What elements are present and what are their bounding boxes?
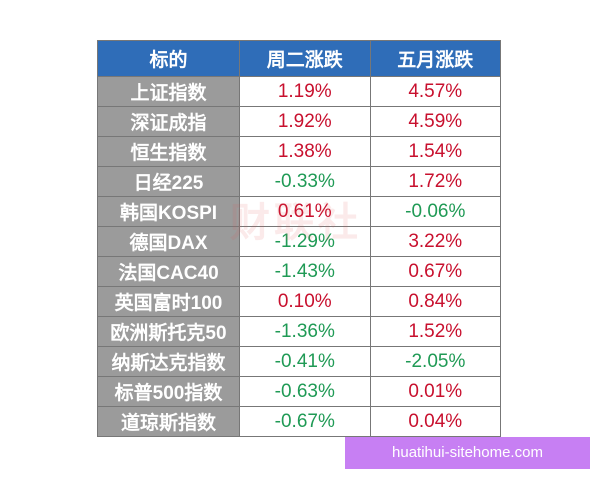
change-cell: -0.67% xyxy=(239,406,371,437)
index-name: 深证成指 xyxy=(97,106,240,137)
table-row: 道琼斯指数 -0.67% 0.04% xyxy=(97,406,501,437)
change-cell: 0.04% xyxy=(369,406,501,437)
index-name: 德国DAX xyxy=(97,226,240,257)
change-cell: 0.67% xyxy=(369,256,501,287)
index-name: 道琼斯指数 xyxy=(97,406,240,437)
table-row: 上证指数 1.19% 4.57% xyxy=(97,76,501,107)
change-cell: -0.33% xyxy=(239,166,371,197)
watermark: 财联社 xyxy=(230,201,362,245)
change-cell: 1.72% xyxy=(369,166,501,197)
table-row: 欧洲斯托克50 -1.36% 1.52% xyxy=(97,316,501,347)
table-row: 纳斯达克指数 -0.41% -2.05% xyxy=(97,346,501,377)
table-row: 深证成指 1.92% 4.59% xyxy=(97,106,501,137)
table-row: 恒生指数 1.38% 1.54% xyxy=(97,136,501,167)
change-cell: 4.57% xyxy=(369,76,501,107)
index-name: 英国富时100 xyxy=(97,286,240,317)
header-cell: 周二涨跌 xyxy=(239,40,371,77)
data-table: 标的 周二涨跌 五月涨跌 上证指数 1.19% 4.57% 深证成指 1.92% 4.59% 恒生… xyxy=(97,40,501,437)
table-row: 标普500指数 -0.63% 0.01% xyxy=(97,376,501,407)
site-banner: huatihui-sitehome.com xyxy=(345,437,590,469)
change-cell: 1.52% xyxy=(369,316,501,347)
change-cell: 1.19% xyxy=(239,76,371,107)
header-row: 标的 周二涨跌 五月涨跌 xyxy=(97,40,501,77)
table-row: 日经225 -0.33% 1.72% xyxy=(97,166,501,197)
index-name: 欧洲斯托克50 xyxy=(97,316,240,347)
change-cell: 0.10% xyxy=(239,286,371,317)
change-cell: 0.61% xyxy=(239,196,371,227)
change-cell: -0.63% xyxy=(239,376,371,407)
index-name: 纳斯达克指数 xyxy=(97,346,240,377)
index-name: 日经225 xyxy=(97,166,240,197)
table-row: 法国CAC40 -1.43% 0.67% xyxy=(97,256,501,287)
index-name: 上证指数 xyxy=(97,76,240,107)
header-cell: 五月涨跌 xyxy=(369,40,501,77)
change-cell: 0.01% xyxy=(369,376,501,407)
table-row: 英国富时100 0.10% 0.84% xyxy=(97,286,501,317)
table-row: 韩国KOSPI 0.61% -0.06% xyxy=(97,196,501,227)
index-name: 韩国KOSPI xyxy=(97,196,240,227)
index-name: 法国CAC40 xyxy=(97,256,240,287)
change-cell: 4.59% xyxy=(369,106,501,137)
change-cell: -0.06% xyxy=(369,196,501,227)
change-cell: 3.22% xyxy=(369,226,501,257)
change-cell: 1.92% xyxy=(239,106,371,137)
change-cell: -1.43% xyxy=(239,256,371,287)
change-cell: -1.36% xyxy=(239,316,371,347)
change-cell: 0.84% xyxy=(369,286,501,317)
index-name: 标普500指数 xyxy=(97,376,240,407)
header-cell: 标的 xyxy=(97,40,240,77)
change-cell: -0.41% xyxy=(239,346,371,377)
change-cell: 1.54% xyxy=(369,136,501,167)
change-cell: 1.38% xyxy=(239,136,371,167)
index-name: 恒生指数 xyxy=(97,136,240,167)
change-cell: -2.05% xyxy=(369,346,501,377)
